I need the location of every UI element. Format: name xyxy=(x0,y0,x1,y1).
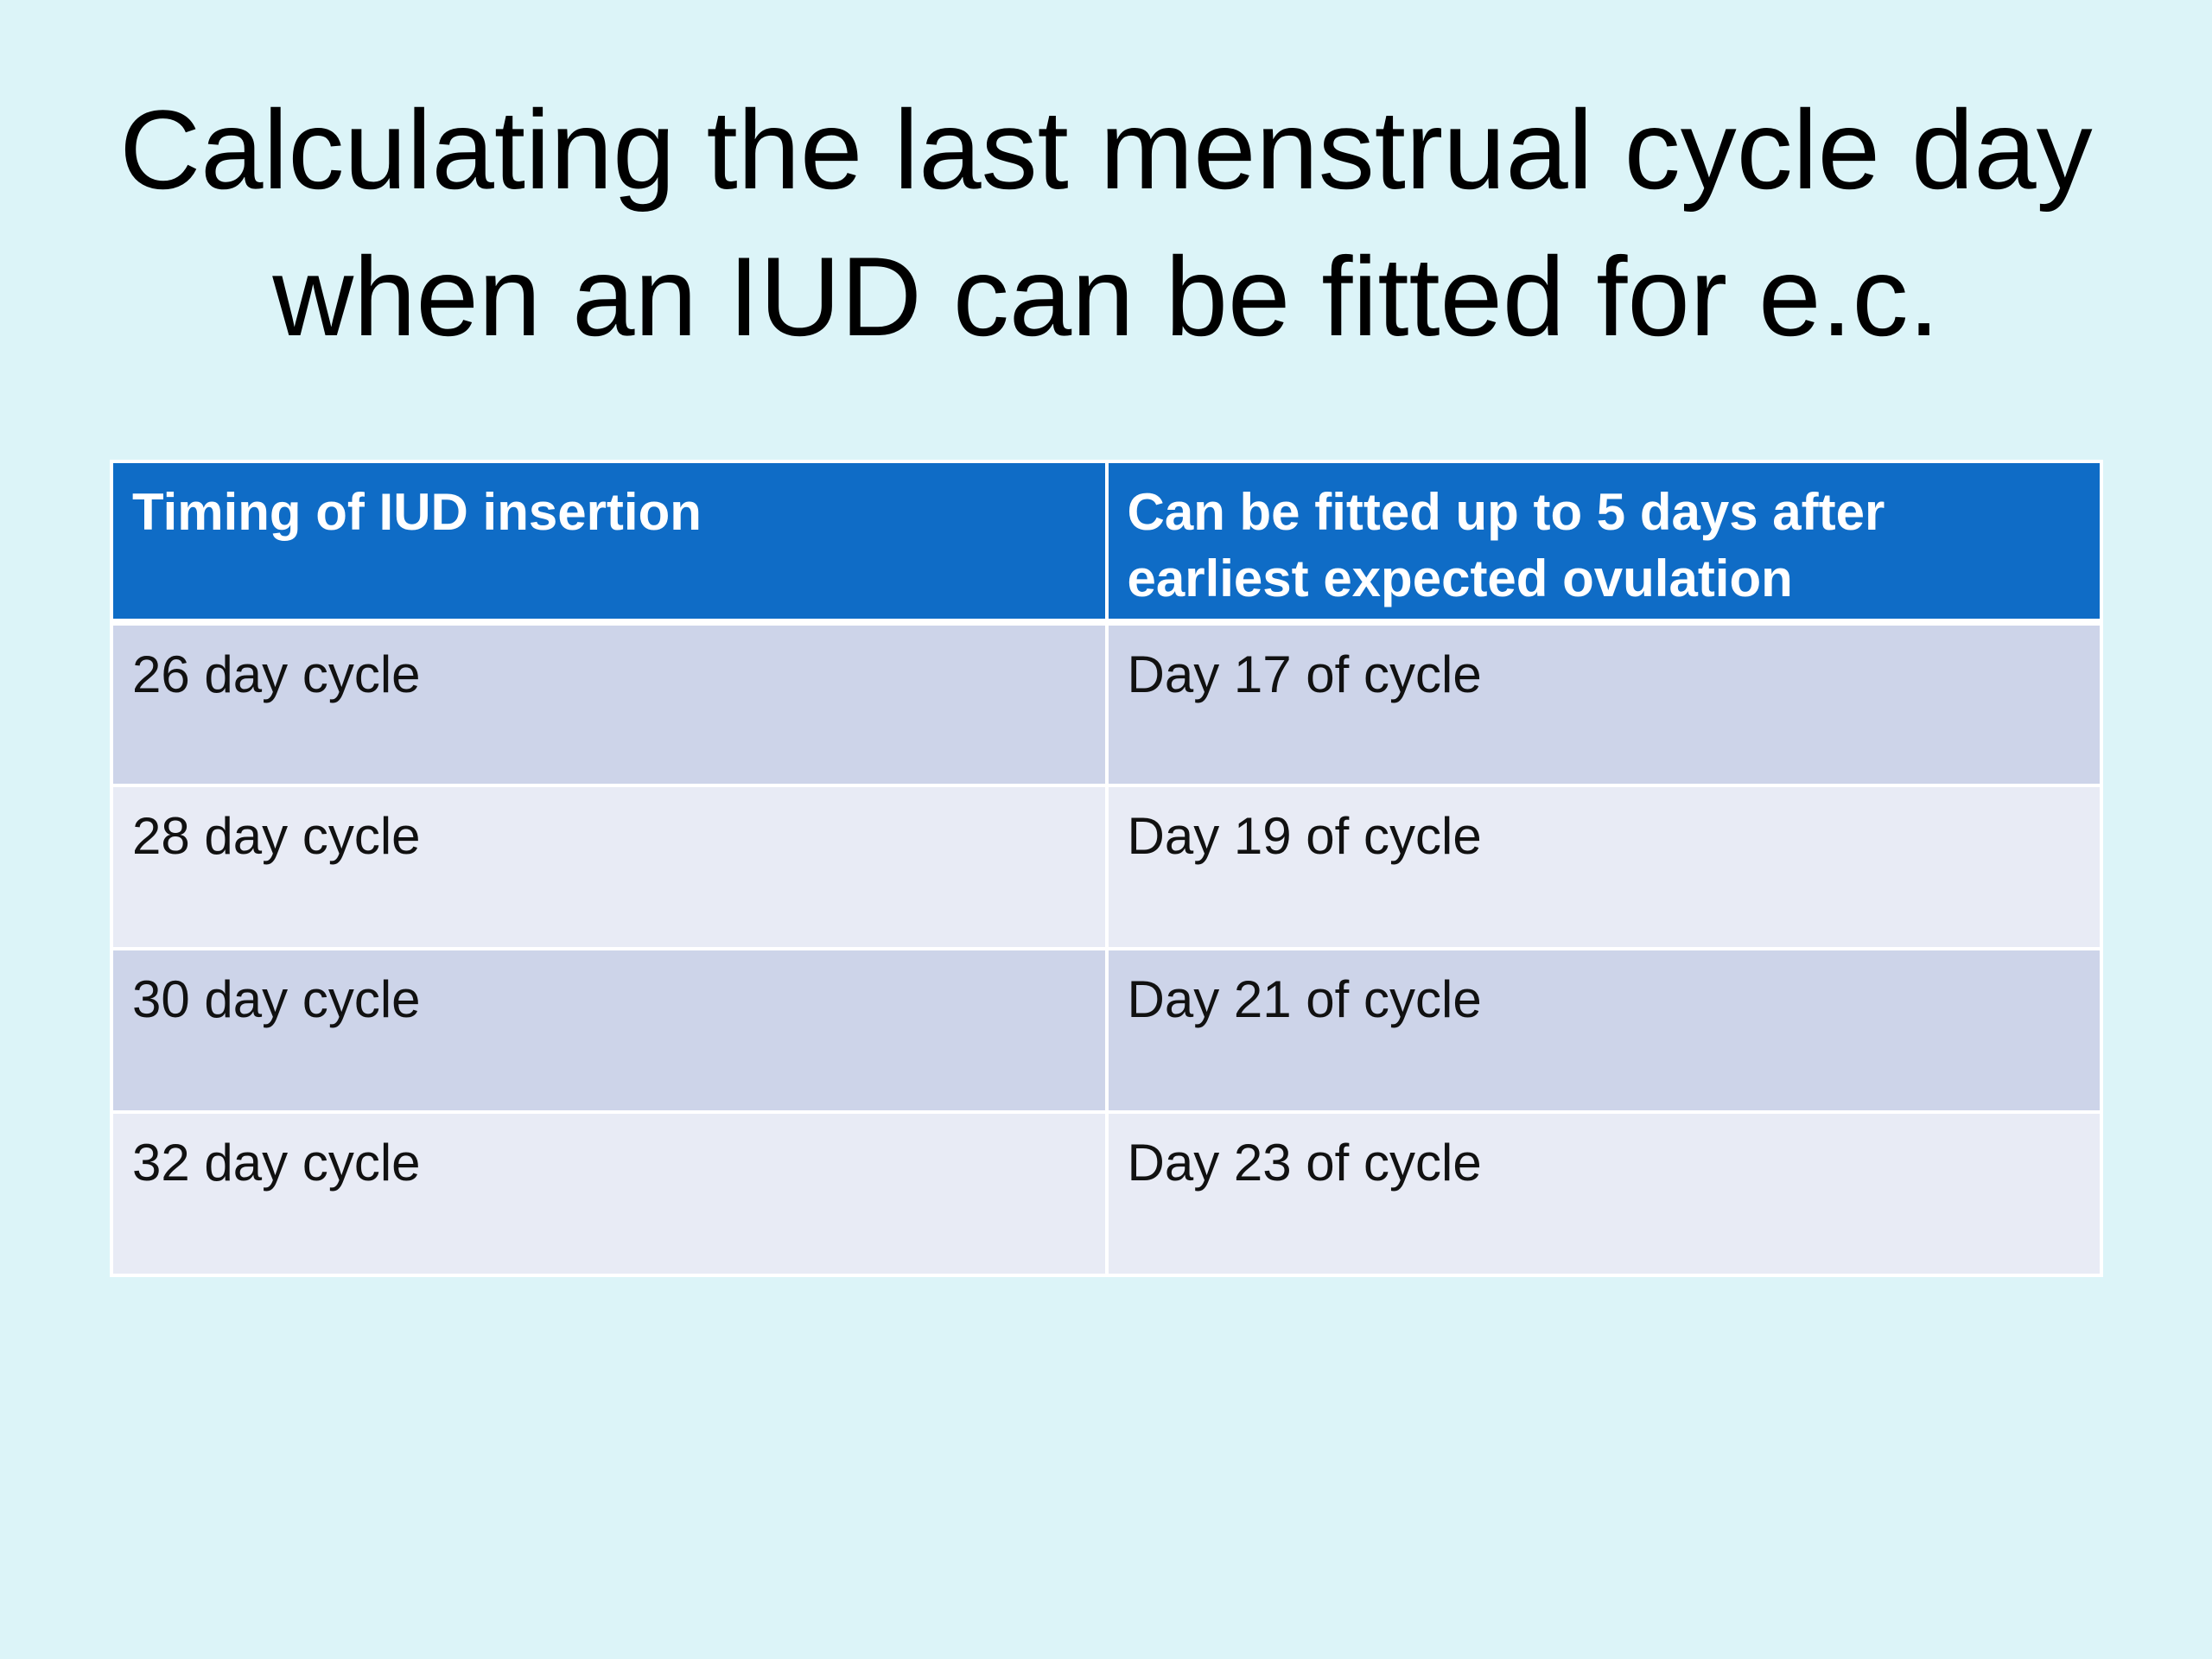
slide-title: Calculating the last menstrual cycle day… xyxy=(0,76,2212,370)
header-can-be-fitted: Can be fitted up to 5 days after earlies… xyxy=(1104,460,2103,626)
table-row: 30 day cycle Day 21 of cycle xyxy=(110,947,2103,1114)
fitting-day-cell: Day 19 of cycle xyxy=(1104,784,2103,950)
slide-title-line-1: Calculating the last menstrual cycle day xyxy=(119,86,2093,213)
cycle-table-container: Timing of IUD insertion Can be fitted up… xyxy=(110,460,2103,1277)
cycle-length-cell: 28 day cycle xyxy=(110,784,1109,950)
slide-title-line-2: when an IUD can be fitted for e.c. xyxy=(272,233,1940,359)
cycle-length-cell: 30 day cycle xyxy=(110,947,1109,1114)
cycle-length-cell: 26 day cycle xyxy=(110,620,1109,787)
table-row: 28 day cycle Day 19 of cycle xyxy=(110,784,2103,950)
fitting-day-cell: Day 21 of cycle xyxy=(1104,947,2103,1114)
fitting-day-cell: Day 23 of cycle xyxy=(1104,1110,2103,1277)
fitting-day-cell: Day 17 of cycle xyxy=(1104,620,2103,787)
table-row: 32 day cycle Day 23 of cycle xyxy=(110,1110,2103,1277)
table-header-row: Timing of IUD insertion Can be fitted up… xyxy=(110,460,2103,626)
iud-timing-table: Timing of IUD insertion Can be fitted up… xyxy=(110,460,2103,1277)
header-timing-of-iud-insertion: Timing of IUD insertion xyxy=(110,460,1109,626)
table-row: 26 day cycle Day 17 of cycle xyxy=(110,620,2103,787)
cycle-length-cell: 32 day cycle xyxy=(110,1110,1109,1277)
